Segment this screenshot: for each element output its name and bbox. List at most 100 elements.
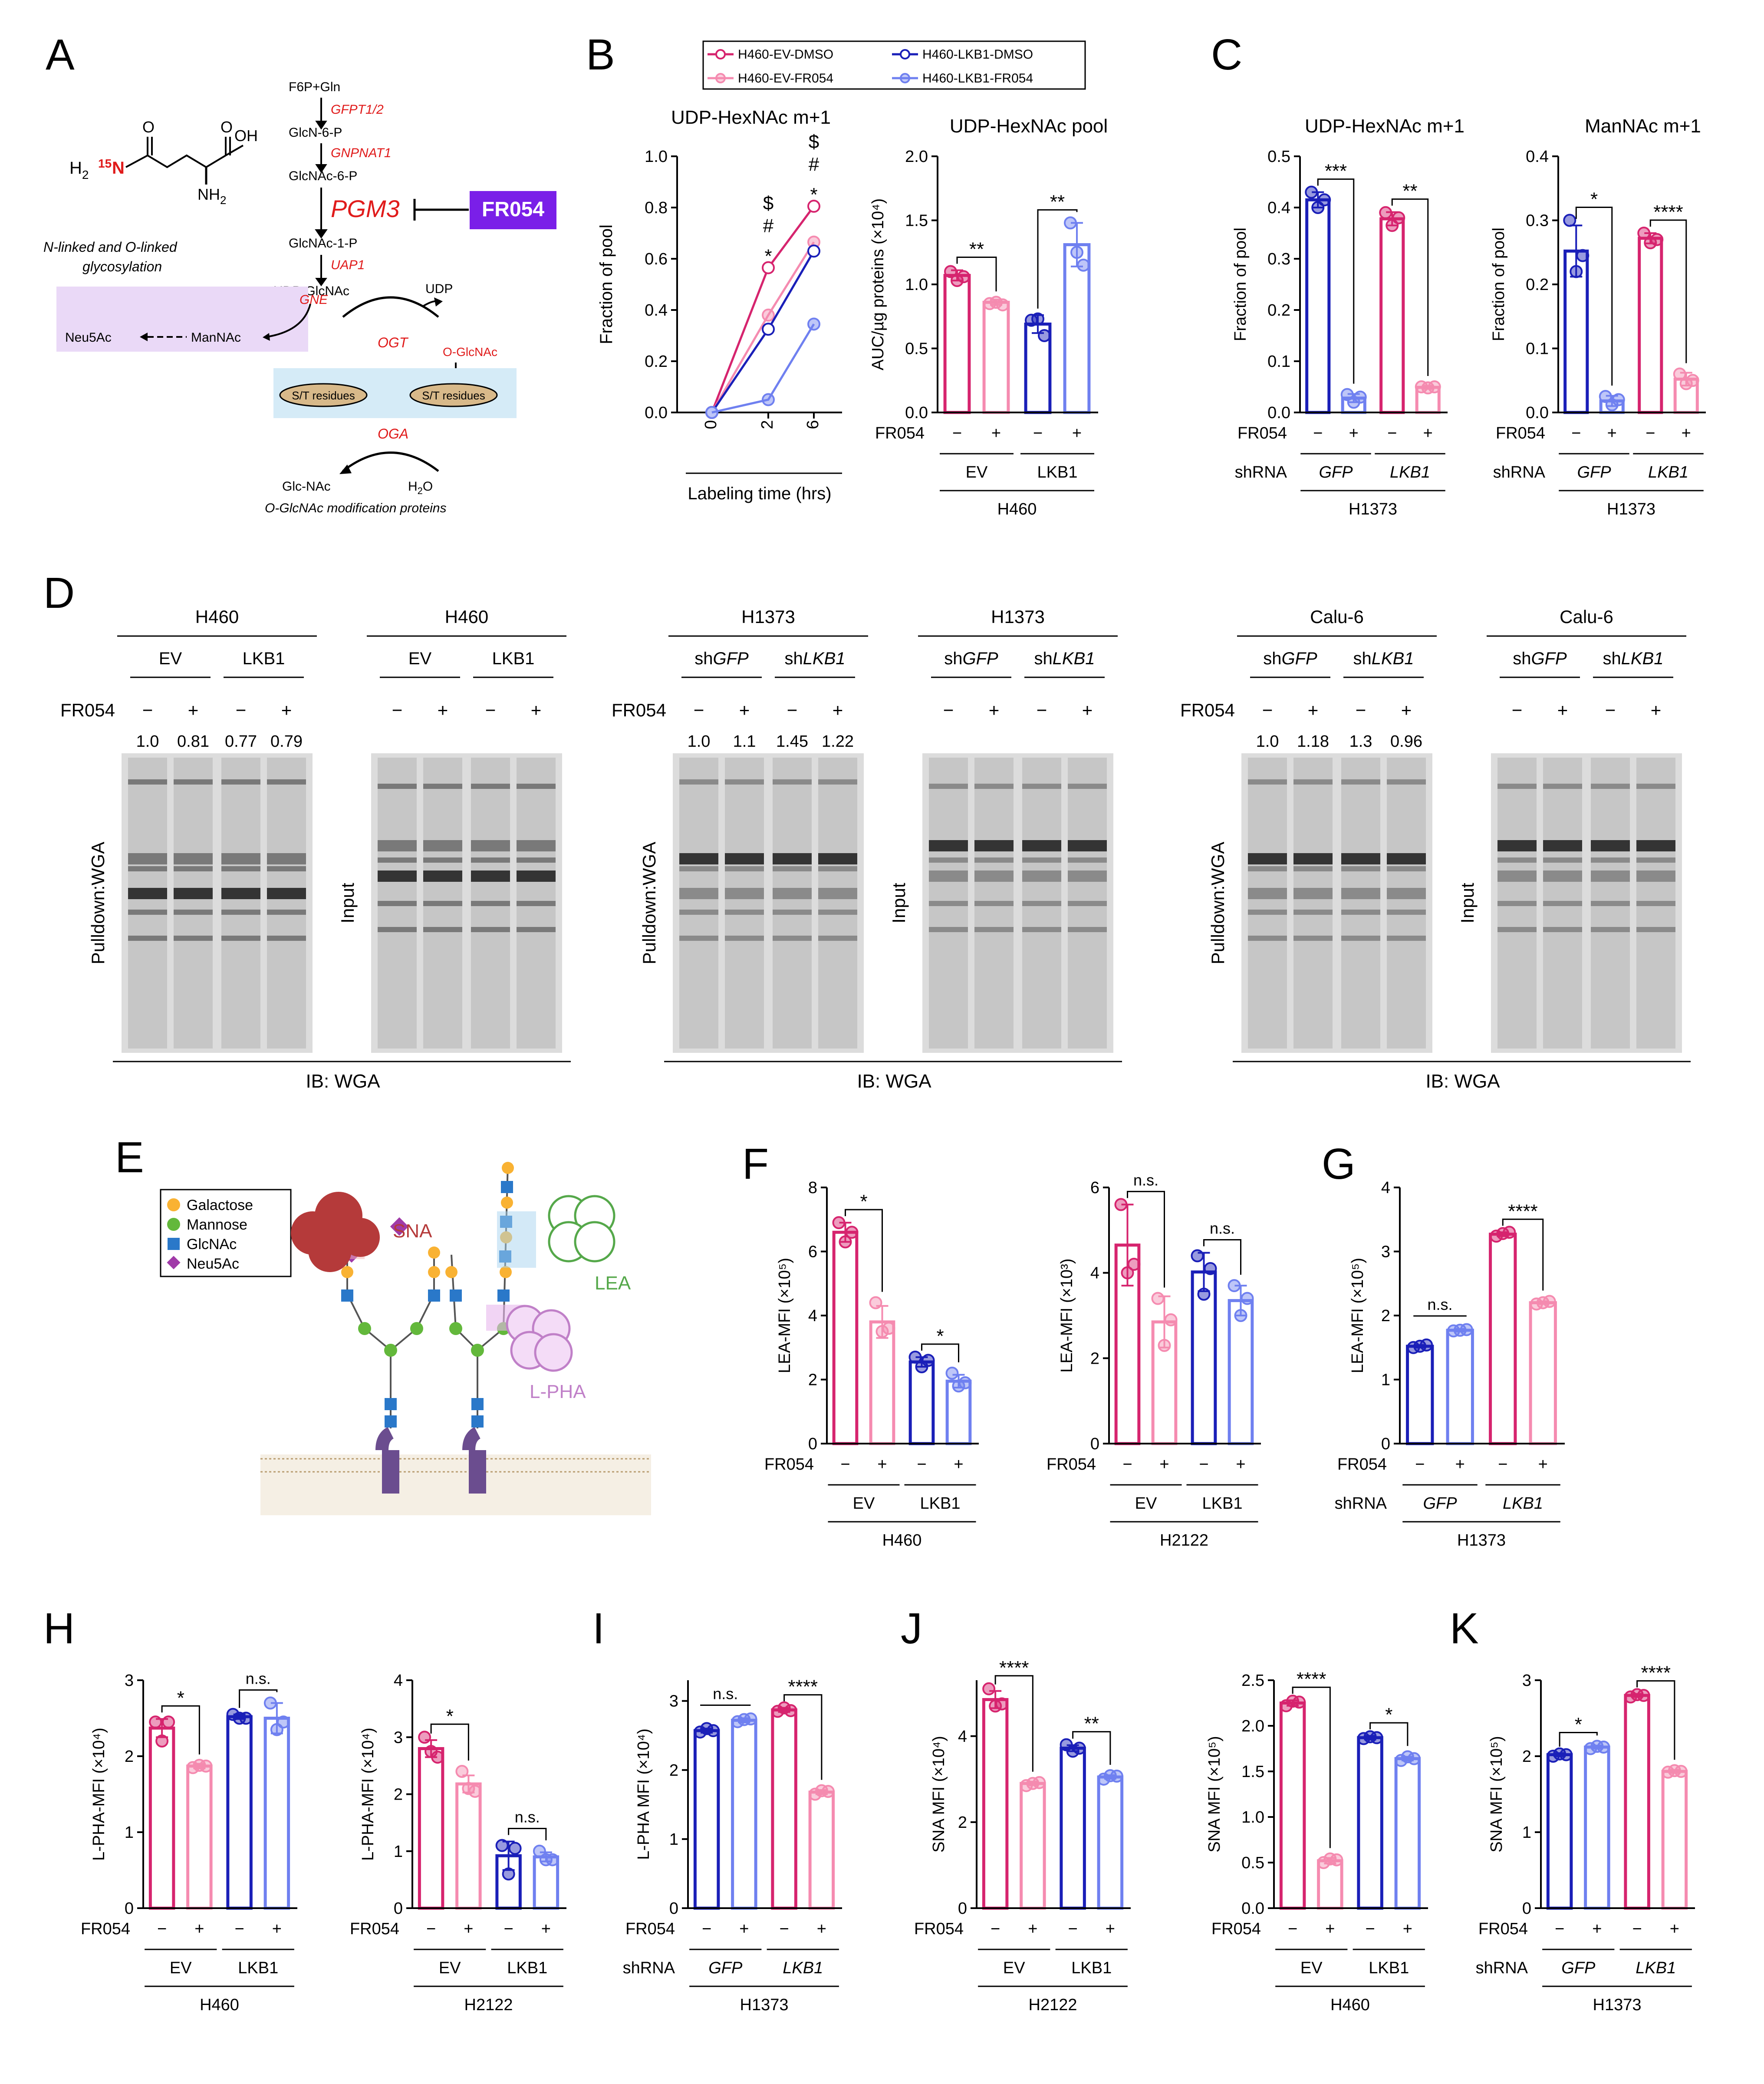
blot-band	[974, 840, 1014, 851]
blot-band	[725, 779, 764, 785]
blot-lane	[773, 758, 812, 1049]
band-quant: 1.0	[1256, 732, 1279, 751]
fr054-sign: +	[817, 1920, 826, 1938]
subgroup-prefix: sh	[1263, 649, 1281, 668]
blot-band	[1068, 901, 1107, 906]
y-axis-label: L-PHA-MFI (×10⁴)	[90, 1728, 108, 1861]
group-label: LKB1	[1071, 1959, 1112, 1977]
panel-k-letter: K	[1450, 1604, 1479, 1653]
fr054-sign: −	[1512, 700, 1523, 720]
enzyme-ogt: OGT	[378, 335, 409, 350]
blot-band	[818, 936, 857, 941]
fr054-sign: +	[531, 700, 542, 720]
series-point	[807, 200, 820, 213]
fr054-sign: −	[917, 1455, 926, 1474]
series-point	[762, 323, 775, 336]
fr054-sign: +	[1423, 424, 1433, 442]
chart-title: UDP-HexNAc m+1	[671, 107, 831, 128]
data-point	[944, 265, 957, 278]
blot-band	[1293, 779, 1333, 785]
x-tick-label: 2	[758, 420, 777, 429]
fr054-sign: +	[1072, 424, 1082, 442]
sig-label: *	[1385, 1704, 1392, 1725]
blot-band	[773, 779, 812, 785]
legend-ev-fr054: H460-EV-FR054	[738, 71, 833, 86]
blot-band	[1068, 857, 1107, 863]
fr054-sign: −	[1646, 424, 1655, 442]
blot-band	[1022, 927, 1061, 932]
blot-band	[267, 888, 306, 899]
blot-band	[929, 901, 968, 906]
blot-band	[1543, 927, 1582, 932]
fr054-sign: −	[1262, 700, 1273, 720]
shrna-group: GFP	[1423, 1494, 1457, 1513]
blot-band	[221, 910, 260, 915]
enzyme-gfpt: GFPT1/2	[331, 102, 384, 117]
fr054-label: FR054	[612, 700, 666, 720]
data-point	[263, 1696, 277, 1710]
blot-band	[1543, 857, 1582, 863]
fr054-sign: −	[485, 700, 496, 720]
blot-band	[1497, 901, 1537, 906]
y-tick-label: 3	[394, 1728, 403, 1747]
blot-band	[1293, 936, 1333, 941]
blot-band	[1497, 840, 1537, 851]
data-point	[199, 1759, 213, 1773]
subgroup-label: shGFP	[1263, 649, 1317, 668]
panel-d: D H460 EV LKB1 − + − + FR054 1.0 0.81 0.77 0.79 Pull…	[43, 569, 1691, 1092]
blot-band	[1022, 871, 1061, 882]
blot-band	[128, 779, 167, 785]
subgroup-label: shLKB1	[784, 649, 845, 668]
blot-band	[1022, 840, 1061, 851]
blot-lane	[1341, 758, 1380, 1049]
fr054-sign: +	[194, 1920, 204, 1938]
bar	[1446, 1329, 1474, 1445]
legend-lkb1-fr054: H460-LKB1-FR054	[922, 71, 1033, 86]
cell-label: H2122	[464, 1996, 513, 2014]
cell-label: H460	[997, 500, 1037, 518]
band-quant: 1.18	[1297, 732, 1329, 751]
blot-lane	[174, 758, 213, 1049]
sig-label: *	[446, 1705, 454, 1727]
bar	[1638, 237, 1663, 414]
blot-band	[818, 866, 857, 871]
fr054-sign: +	[1403, 1920, 1412, 1938]
group-label: LKB1	[1202, 1494, 1243, 1513]
y-tick-label: 2	[1381, 1307, 1390, 1325]
y-tick-label: 4	[958, 1728, 967, 1746]
subgroup-label: shLKB1	[1353, 649, 1414, 668]
y-tick-label: 0.3	[1267, 250, 1290, 268]
blot-band	[267, 910, 306, 915]
data-point	[1597, 1741, 1610, 1754]
fr054-sign: +	[1325, 1920, 1335, 1938]
shrna-group: GFP	[1319, 463, 1353, 481]
blot-band	[423, 857, 462, 863]
bar	[186, 1764, 213, 1910]
pathway: F6P+Gln GlcN-6-P GlcNAc-6-P GlcNAc-1-P U…	[43, 80, 556, 515]
blot-lane	[1543, 758, 1582, 1049]
y-tick-label: 2.0	[905, 148, 928, 166]
y-tick-label: 0.4	[645, 301, 668, 320]
band-quant: 0.96	[1390, 732, 1422, 751]
blot-lane	[974, 758, 1014, 1049]
band-quant: 0.77	[225, 732, 257, 751]
fr054-sign: +	[1557, 700, 1568, 720]
group-label: EV	[1135, 1494, 1157, 1513]
fr054-sign: +	[1159, 1455, 1169, 1474]
cell-header: H460	[195, 607, 239, 627]
subgroup-prefix: sh	[1513, 649, 1531, 668]
sig-label: ****	[1641, 1662, 1671, 1684]
data-point	[455, 1765, 469, 1778]
blot-band	[378, 927, 417, 932]
fr054-sign: +	[541, 1920, 551, 1938]
panel-c-letter: C	[1211, 30, 1242, 79]
blot-lane	[1248, 758, 1287, 1049]
blot-band	[1591, 784, 1630, 789]
blot-band	[679, 779, 718, 785]
blot-band	[1022, 857, 1061, 863]
blot-band	[471, 927, 510, 932]
fr054-sign: −	[157, 1920, 167, 1938]
data-point	[1420, 1338, 1433, 1352]
cell-header: Calu-6	[1310, 607, 1364, 627]
